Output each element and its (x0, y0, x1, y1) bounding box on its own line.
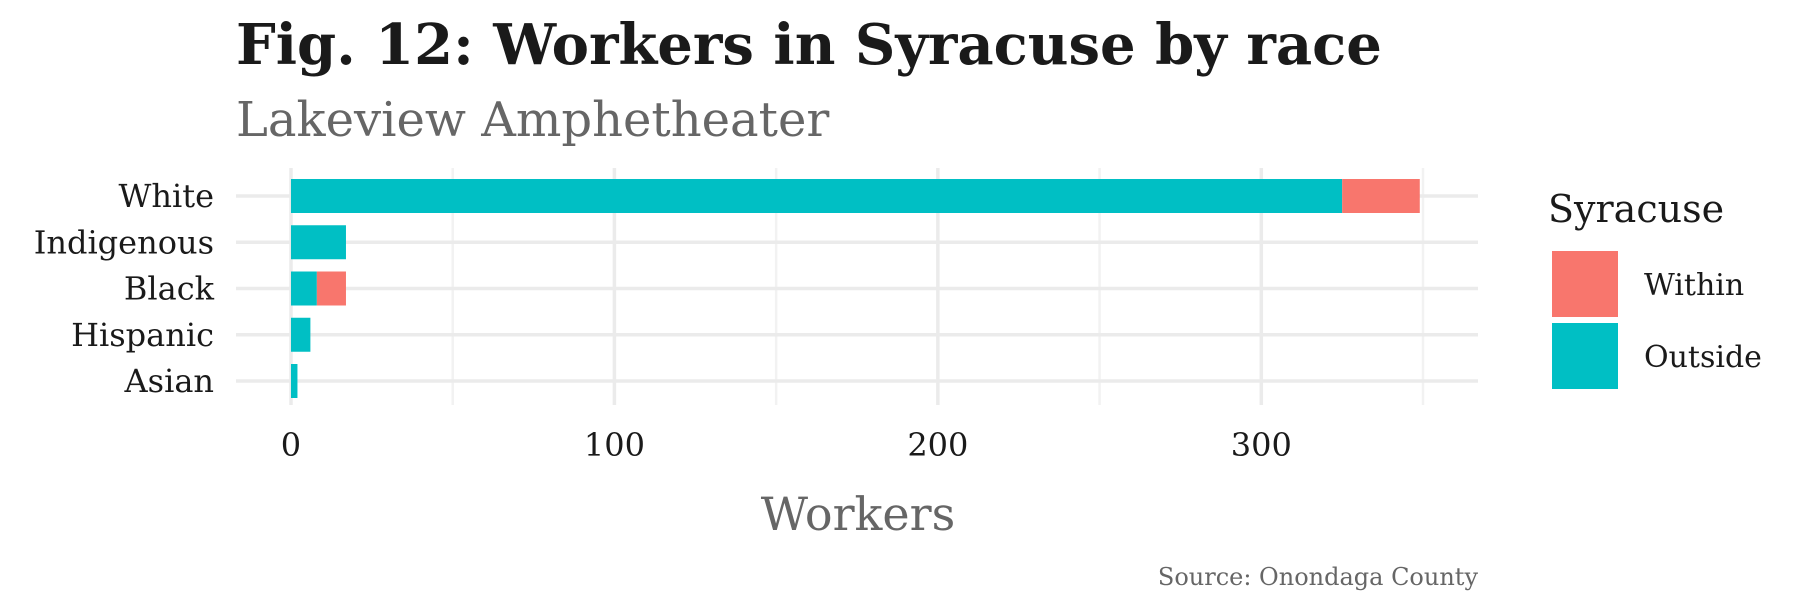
legend-label-outside: Outside (1644, 340, 1762, 375)
chart-title: Fig. 12: Workers in Syracuse by race (236, 12, 1382, 78)
bars (290, 179, 1420, 398)
legend-title: Syracuse (1548, 187, 1724, 231)
bar-white-outside (290, 179, 1343, 213)
x-tick-labels: 0 100 200 300 (281, 426, 1292, 464)
bar-black-within (316, 271, 346, 306)
category-label-black: Black (124, 270, 215, 308)
x-tick-label: 100 (584, 426, 645, 464)
category-label-white: White (118, 177, 214, 215)
x-tick-label: 0 (281, 426, 301, 464)
chart-subtitle: Lakeview Amphetheater (236, 92, 829, 148)
bar-hispanic-outside (290, 317, 311, 352)
x-tick-label: 300 (1231, 426, 1292, 464)
legend-label-within: Within (1644, 268, 1744, 303)
bar-white-within (1342, 179, 1420, 213)
legend-key-within (1552, 251, 1618, 317)
category-label-hispanic: Hispanic (71, 316, 214, 354)
bar-asian-outside (290, 364, 298, 398)
bar-black-outside (290, 271, 317, 306)
x-axis-title: Workers (761, 487, 956, 541)
bar-indigenous-outside (290, 225, 346, 260)
legend-key-outside (1552, 323, 1618, 389)
source-caption: Source: Onondaga County (1158, 563, 1479, 591)
category-labels: White Indigenous Black Hispanic Asian (34, 177, 215, 400)
category-label-asian: Asian (124, 362, 214, 400)
category-label-indigenous: Indigenous (34, 223, 214, 261)
legend: Syracuse Within Outside (1548, 187, 1762, 389)
x-tick-label: 200 (907, 426, 968, 464)
